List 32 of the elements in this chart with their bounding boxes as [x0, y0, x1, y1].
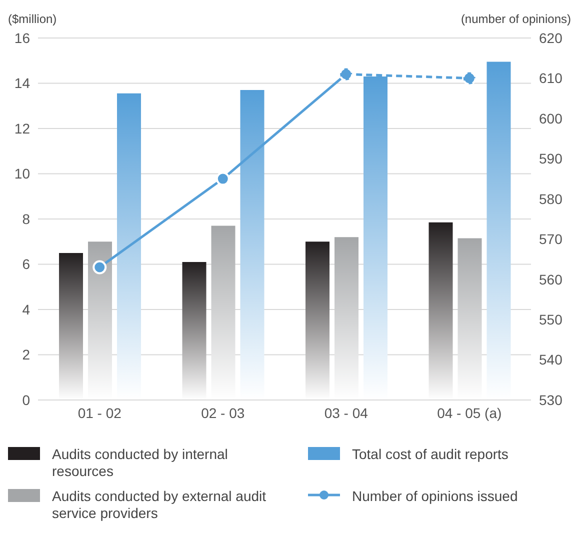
y-tick-label: 2 — [22, 346, 30, 363]
legend-label: Audits conducted by internal resources — [52, 446, 229, 480]
legend-label: Total cost of audit reports — [352, 446, 510, 463]
y2-axis-title: (number of opinions) — [460, 12, 571, 26]
y2-tick-label: 560 — [539, 271, 563, 288]
y2-tick-label: 540 — [539, 352, 563, 368]
y-tick-label: 6 — [22, 256, 30, 272]
y2-tick-label: 550 — [539, 312, 563, 328]
x-tick-label: 03 - 04 — [324, 404, 368, 421]
y2-tick-label: 610 — [539, 70, 563, 86]
y-tick-label: 0 — [22, 392, 30, 408]
x-tick-label: 02 - 03 — [201, 404, 245, 421]
point — [216, 172, 230, 186]
y-tick-label: 16 — [14, 30, 30, 46]
y2-tick-label: 580 — [539, 190, 563, 207]
y-tick-label: 4 — [22, 301, 30, 318]
y2-tick-label: 590 — [539, 150, 563, 167]
y-tick-label: 12 — [14, 120, 30, 136]
y-tick-label: 14 — [14, 75, 30, 92]
y-tick-label: 8 — [22, 210, 30, 227]
y-tick-label: 10 — [14, 166, 30, 182]
x-tick-label: 01 - 02 — [78, 404, 122, 421]
y2-tick-label: 570 — [539, 231, 563, 248]
legend-label: Number of opinions issued — [352, 488, 519, 505]
y2-tick-label: 530 — [539, 392, 563, 408]
point — [462, 71, 476, 86]
y-axis-title: ($million) — [8, 12, 57, 26]
point — [92, 260, 107, 274]
legend-label: Audits conducted by external audit service providers — [52, 488, 268, 522]
y2-tick-label: 600 — [539, 110, 563, 126]
x-tick-label: 04 - 05 (a) — [437, 404, 502, 421]
y2-tick-label: 620 — [539, 30, 563, 46]
